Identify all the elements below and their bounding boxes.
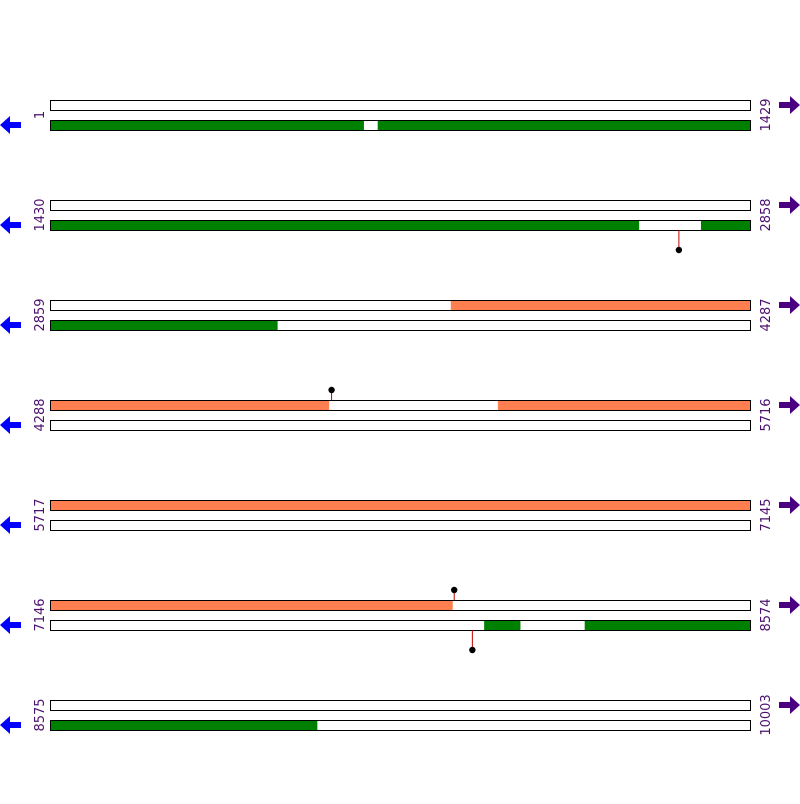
row-start-label: 2859 <box>33 298 48 331</box>
forward-feature-segment <box>450 300 751 310</box>
row-end-label: 10003 <box>759 694 774 735</box>
row-start-label: 5717 <box>33 498 48 531</box>
right-arrow-icon[interactable] <box>779 96 800 114</box>
row-start-label: 1 <box>33 111 48 119</box>
left-arrow-icon[interactable] <box>0 616 21 634</box>
right-arrow-icon[interactable] <box>779 296 800 314</box>
sequence-row: 7146 8574 <box>0 586 800 654</box>
site-marker-dot <box>469 646 476 654</box>
reverse-feature-segment <box>50 320 278 330</box>
row-start-label: 4288 <box>33 398 48 431</box>
reverse-feature-segment <box>377 120 751 130</box>
site-marker-dot <box>451 586 458 594</box>
row-end-label: 1429 <box>759 98 774 131</box>
right-arrow-icon[interactable] <box>779 396 800 414</box>
forward-feature-segment <box>497 400 751 410</box>
right-arrow-icon[interactable] <box>779 196 800 214</box>
row-end-label: 4287 <box>759 298 774 331</box>
reverse-feature-segment <box>700 220 751 230</box>
left-arrow-icon[interactable] <box>0 516 21 534</box>
reverse-feature-segment <box>50 720 318 730</box>
left-arrow-icon[interactable] <box>0 716 21 734</box>
left-arrow-icon[interactable] <box>0 316 21 334</box>
row-end-label: 8574 <box>759 598 774 631</box>
forward-feature-segment <box>50 500 751 510</box>
left-arrow-icon[interactable] <box>0 116 21 134</box>
row-start-label: 1430 <box>33 198 48 231</box>
left-arrow-icon[interactable] <box>0 416 21 434</box>
row-end-label: 2858 <box>759 198 774 231</box>
sequence-row: 4288 5716 <box>0 386 800 434</box>
right-arrow-icon[interactable] <box>779 496 800 514</box>
right-arrow-icon[interactable] <box>779 696 800 714</box>
sequence-row: 8575 10003 <box>0 694 800 736</box>
forward-feature-segment <box>50 600 453 610</box>
row-end-label: 5716 <box>759 398 774 431</box>
reverse-feature-segment <box>584 620 751 630</box>
forward-feature-segment <box>50 400 330 410</box>
site-marker-dot <box>675 246 683 254</box>
reverse-feature-segment <box>50 220 640 230</box>
site-marker-dot <box>328 386 335 394</box>
reverse-feature-segment <box>484 620 521 630</box>
sequence-row: 2859 4287 <box>0 296 800 334</box>
sequence-row: 1 1429 <box>0 96 800 134</box>
reverse-feature-segment <box>50 120 364 130</box>
row-start-label: 8575 <box>33 698 48 731</box>
right-arrow-icon[interactable] <box>779 596 800 614</box>
row-end-label: 7145 <box>759 498 774 531</box>
sequence-row: 1430 2858 <box>0 196 800 254</box>
left-arrow-icon[interactable] <box>0 216 21 234</box>
sequence-row: 5717 7145 <box>0 496 800 534</box>
row-start-label: 7146 <box>33 598 48 631</box>
